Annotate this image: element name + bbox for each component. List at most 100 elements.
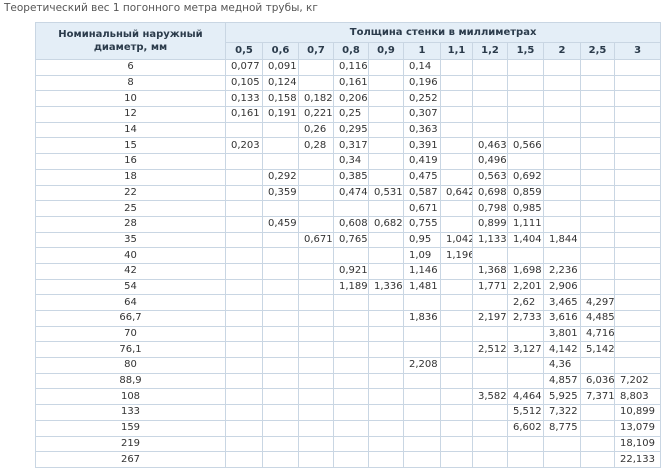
weight-cell	[368, 231, 404, 249]
weight-cell: 0,459	[262, 215, 299, 233]
weight-cell	[543, 200, 581, 217]
weight-cell	[333, 294, 369, 311]
table-row: 54 1,189 1,336 1,481 1,771 2,201 2,906	[35, 278, 662, 296]
weight-cell: 4,464	[507, 388, 544, 406]
weight-cell	[403, 388, 441, 406]
weight-cell: 0,419	[403, 153, 441, 170]
weight-cell: 0,682	[368, 215, 404, 233]
weight-cell	[225, 404, 263, 421]
weight-cell	[225, 121, 263, 139]
weight-cell	[543, 184, 581, 202]
weight-cell	[333, 419, 369, 437]
diameter-cell: 12	[35, 106, 226, 123]
weight-cell	[472, 106, 508, 123]
weight-cell	[225, 184, 263, 202]
weight-cell	[507, 74, 544, 92]
weight-cell	[440, 419, 473, 437]
weight-cell	[225, 451, 263, 468]
weight-cell: 0,95	[403, 231, 441, 249]
weight-cell	[580, 90, 615, 108]
weight-cell	[262, 419, 299, 437]
weight-cell: 0,921	[333, 262, 369, 280]
weight-cell	[262, 294, 299, 311]
weight-cell: 0,077	[225, 59, 263, 76]
weight-cell	[298, 372, 334, 390]
weight-cell	[368, 388, 404, 406]
weight-cell	[507, 90, 544, 108]
weight-cell	[225, 153, 263, 170]
weight-cell: 0,196	[403, 74, 441, 92]
table-row: 40 1,09 1,196	[35, 247, 662, 264]
weight-cell	[613, 247, 662, 264]
weight-cell	[440, 341, 473, 359]
weight-cell	[298, 74, 334, 92]
weight-cell	[368, 310, 404, 327]
weight-cell	[262, 200, 299, 217]
weight-cell	[368, 404, 404, 421]
weight-cell: 1,836	[403, 310, 441, 327]
weight-cell: 0,295	[333, 121, 369, 139]
weight-cell	[440, 310, 473, 327]
weight-cell	[580, 404, 615, 421]
weight-cell: 0,798	[472, 200, 508, 217]
column-header: 0,6	[262, 42, 299, 60]
weight-cell: 0,385	[333, 168, 369, 186]
weight-cell	[333, 341, 369, 359]
weight-cell: 1,196	[440, 247, 473, 264]
weight-cell: 1,481	[403, 278, 441, 296]
weight-cell	[368, 200, 404, 217]
weight-cell	[262, 372, 299, 390]
weight-cell: 1,698	[507, 262, 544, 280]
table-row: 76,1 2,512 3,127 4,142 5,142	[35, 341, 662, 359]
weight-cell: 0,116	[333, 59, 369, 76]
diameter-cell: 40	[35, 247, 226, 264]
weight-cell	[225, 200, 263, 217]
table-row: 70 3,801 4,716	[35, 325, 662, 343]
weight-cell	[613, 357, 662, 374]
weight-cell: 0,642	[440, 184, 473, 202]
weight-cell	[298, 357, 334, 374]
table-row: 16 0,34 0,419 0,496	[35, 153, 662, 170]
weight-cell: 6,036	[580, 372, 615, 390]
weight-cell	[403, 325, 441, 343]
column-header: 2	[543, 42, 581, 60]
weight-cell	[368, 294, 404, 311]
weight-cell	[225, 247, 263, 264]
weight-cell	[262, 388, 299, 406]
weight-cell: 5,142	[580, 341, 615, 359]
weight-cell	[298, 435, 334, 453]
weight-cell: 0,563	[472, 168, 508, 186]
weight-cell: 7,371	[580, 388, 615, 406]
weight-cell: 0,391	[403, 137, 441, 155]
weight-cell	[262, 404, 299, 421]
table-row: 108 3,582 4,464 5,925 7,371 8,803	[35, 388, 662, 406]
weight-cell	[333, 372, 369, 390]
weight-cell	[403, 341, 441, 359]
weight-cell	[440, 388, 473, 406]
weight-cell: 0,608	[333, 215, 369, 233]
weight-cell: 1,771	[472, 278, 508, 296]
weight-cell	[262, 310, 299, 327]
weight-cell	[440, 278, 473, 296]
weight-cell	[333, 200, 369, 217]
diameter-cell: 88,9	[35, 372, 226, 390]
weight-cell	[440, 59, 473, 76]
weight-cell: 5,925	[543, 388, 581, 406]
diameter-cell: 28	[35, 215, 226, 233]
weight-cell: 2,512	[472, 341, 508, 359]
weight-cell: 0,161	[333, 74, 369, 92]
weight-cell: 3,801	[543, 325, 581, 343]
weight-cell: 4,297	[580, 294, 615, 311]
weight-cell	[225, 388, 263, 406]
weight-cell: 1,368	[472, 262, 508, 280]
weight-cell	[580, 419, 615, 437]
weight-cell	[543, 74, 581, 92]
weight-cell: 0,091	[262, 59, 299, 76]
table-row: 66,7 1,836 2,197 2,733 3,616 4,485	[35, 310, 662, 327]
weight-cell	[613, 262, 662, 280]
weight-cell: 0,474	[333, 184, 369, 202]
weight-cell	[613, 310, 662, 327]
table-row: 22 0,359 0,474 0,531 0,587 0,642 0,698 0,859	[35, 184, 662, 202]
weight-cell	[298, 278, 334, 296]
weight-cell	[543, 90, 581, 108]
